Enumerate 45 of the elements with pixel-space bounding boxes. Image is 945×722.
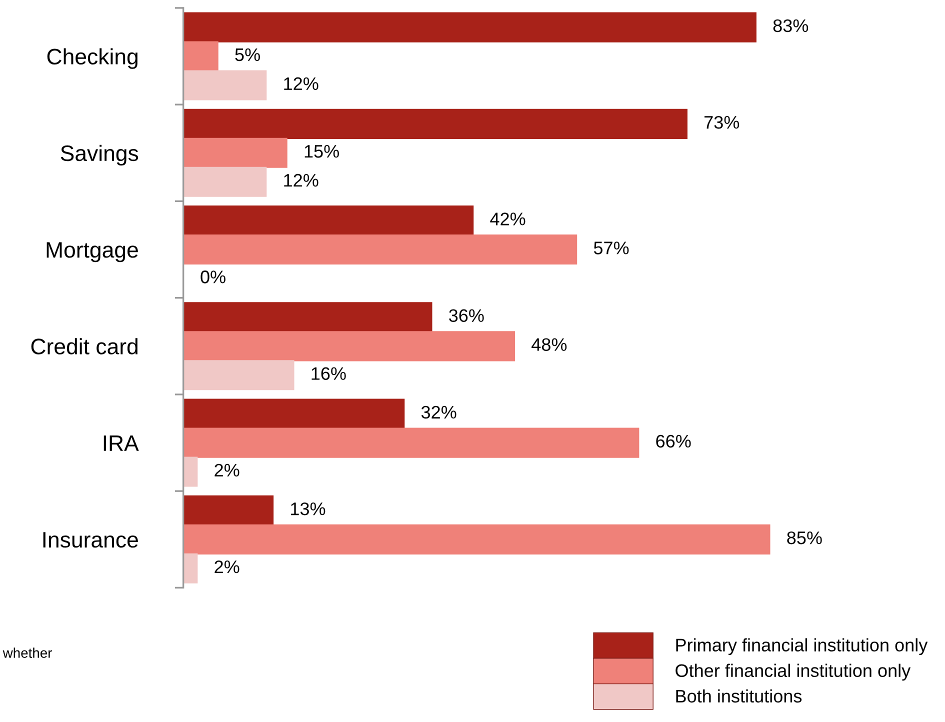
legend-label: Primary financial institution only (676, 638, 928, 656)
bar (183, 234, 578, 265)
bar (183, 428, 640, 458)
data-label: 83% (773, 19, 808, 32)
bar (183, 166, 267, 197)
y-tick-label: Savings (60, 144, 138, 166)
data-label: 12% (284, 174, 318, 187)
bar (183, 108, 688, 139)
bar (183, 360, 294, 390)
bar (183, 331, 516, 362)
bar (183, 138, 288, 168)
data-label: 15% (304, 145, 339, 158)
data-label: 2% (214, 464, 240, 477)
y-tick-label: Mortgage (46, 242, 138, 262)
data-label: 36% (449, 309, 484, 322)
bar (183, 456, 198, 487)
bar (183, 12, 756, 42)
data-label: 0% (200, 270, 226, 284)
text: whether (2, 648, 52, 658)
data-label: 57% (594, 242, 629, 254)
y-tick-label: IRA (104, 436, 139, 451)
data-label: 2% (214, 560, 240, 574)
legend-label: Other financial institution only (676, 664, 911, 681)
legend-label: Both institutions (676, 689, 802, 703)
data-label: 42% (490, 212, 526, 226)
bar (183, 41, 218, 72)
data-label: 66% (656, 434, 691, 448)
data-label: 48% (532, 338, 567, 351)
data-label: 13% (291, 502, 326, 516)
bar (183, 205, 474, 236)
data-label: 16% (312, 367, 346, 380)
data-label: 32% (421, 406, 456, 419)
bar (183, 553, 198, 584)
y-tick-label: Credit card (31, 338, 138, 354)
data-label: 73% (704, 116, 740, 129)
bar (183, 302, 432, 332)
data-label: 12% (284, 77, 318, 90)
bar (183, 398, 405, 429)
data-label: 85% (787, 531, 822, 544)
y-tick-label: Insurance (43, 532, 138, 548)
bar (183, 70, 267, 100)
y-tick-label: Checking (47, 48, 138, 69)
bar (183, 524, 770, 554)
data-label: 5% (235, 48, 260, 62)
bar (183, 495, 274, 526)
